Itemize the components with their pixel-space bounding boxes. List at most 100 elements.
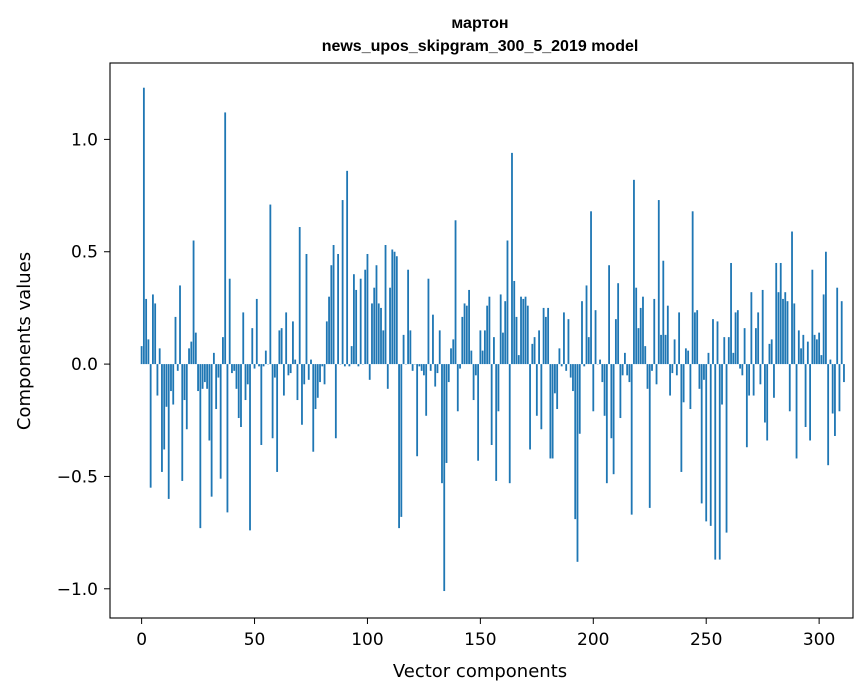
bar-component-288 <box>791 231 793 365</box>
bar-component-261 <box>730 262 732 365</box>
bar-component-208 <box>610 364 613 439</box>
bar-component-69 <box>296 364 299 401</box>
bar-component-118 <box>407 269 410 365</box>
bar-component-165 <box>513 280 516 365</box>
x-axis-label: Vector components <box>393 661 567 682</box>
x-tick-label: 300 <box>803 630 835 650</box>
x-tick-label: 50 <box>244 630 266 650</box>
bar-component-74 <box>307 364 310 380</box>
bar-component-84 <box>330 265 333 365</box>
bar-component-55 <box>264 350 267 365</box>
bar-component-194 <box>578 364 581 434</box>
bar-component-158 <box>497 364 500 412</box>
bar-component-290 <box>795 364 798 459</box>
bar-component-119 <box>409 330 412 365</box>
bar-component-268 <box>745 364 748 448</box>
bar-component-47 <box>246 364 249 385</box>
bar-component-115 <box>400 364 403 517</box>
bar-component-72 <box>303 364 306 385</box>
bar-component-102 <box>371 303 373 365</box>
bar-component-71 <box>301 364 303 425</box>
bar-component-269 <box>748 364 751 396</box>
y-tick-label: −1.0 <box>57 580 98 600</box>
bar-component-249 <box>703 364 705 380</box>
y-tick-label: 0.0 <box>71 355 98 375</box>
x-tick-label: 250 <box>690 630 722 650</box>
bar-component-128 <box>429 364 432 371</box>
bar-component-122 <box>416 364 419 457</box>
bar-component-22 <box>190 341 193 365</box>
bar-component-174 <box>533 337 536 365</box>
bar-component-181 <box>549 364 552 459</box>
bar-component-248 <box>700 364 703 504</box>
bar-component-309 <box>838 364 841 412</box>
bar-component-139 <box>454 220 457 365</box>
bar-component-78 <box>316 364 319 398</box>
bar-component-135 <box>445 364 448 463</box>
bar-component-66 <box>289 364 292 374</box>
bar-component-14 <box>172 364 175 405</box>
bar-component-213 <box>621 364 624 376</box>
bar-component-299 <box>815 339 818 365</box>
bar-component-218 <box>633 179 635 365</box>
bar-component-80 <box>321 364 324 367</box>
bar-component-108 <box>384 245 387 365</box>
bar-component-120 <box>411 364 414 371</box>
bar-component-20 <box>185 364 188 430</box>
y-tick-label: −0.5 <box>57 467 98 487</box>
bar-component-23 <box>192 240 195 365</box>
bar-component-144 <box>465 305 468 365</box>
bar-component-49 <box>251 328 254 365</box>
bar-component-52 <box>258 364 260 367</box>
bar-component-206 <box>605 364 608 484</box>
bar-component-278 <box>768 343 771 365</box>
bar-component-223 <box>644 346 647 365</box>
bar-component-182 <box>551 364 554 459</box>
bar-component-222 <box>642 296 644 365</box>
bar-component-64 <box>285 312 288 365</box>
bar-component-154 <box>488 296 491 365</box>
bar-component-91 <box>346 170 349 365</box>
bar-component-96 <box>357 364 360 367</box>
bar-component-107 <box>382 330 385 365</box>
bar-component-21 <box>188 348 190 365</box>
bar-component-90 <box>343 364 346 367</box>
bar-component-187 <box>563 312 565 365</box>
bar-component-197 <box>585 285 588 365</box>
bar-component-241 <box>684 348 687 365</box>
bar-component-183 <box>553 364 556 394</box>
bar-component-5 <box>152 294 154 365</box>
bar-component-284 <box>782 298 784 365</box>
bar-component-157 <box>495 364 498 481</box>
bar-component-304 <box>827 364 830 466</box>
bar-component-145 <box>468 289 470 365</box>
bar-component-112 <box>393 251 396 365</box>
bar-component-11 <box>165 364 168 407</box>
bar-component-215 <box>626 364 629 376</box>
bar-component-30 <box>208 364 211 441</box>
bar-component-67 <box>292 321 294 365</box>
bar-component-195 <box>581 301 583 365</box>
bar-component-152 <box>483 330 486 365</box>
bar-component-170 <box>524 296 527 365</box>
x-axis-ticks: 0 50 100 150 200 250 300 <box>136 618 835 650</box>
bar-component-93 <box>350 346 353 365</box>
x-tick-label: 200 <box>577 630 609 650</box>
bar-component-193 <box>576 364 579 562</box>
bar-component-245 <box>694 312 696 365</box>
bar-component-10 <box>163 364 166 450</box>
bar-component-12 <box>167 364 170 499</box>
bar-component-43 <box>237 364 240 419</box>
bar-component-258 <box>723 337 726 365</box>
bar-component-104 <box>375 265 378 365</box>
bar-component-216 <box>628 364 631 383</box>
bar-component-116 <box>402 334 405 365</box>
bar-component-167 <box>517 355 520 365</box>
bar-component-87 <box>337 253 339 365</box>
bar-component-13 <box>170 364 172 392</box>
bar-component-137 <box>450 348 452 365</box>
bar-component-1 <box>142 87 145 365</box>
bar-component-7 <box>156 364 159 396</box>
bar-component-236 <box>673 339 676 365</box>
